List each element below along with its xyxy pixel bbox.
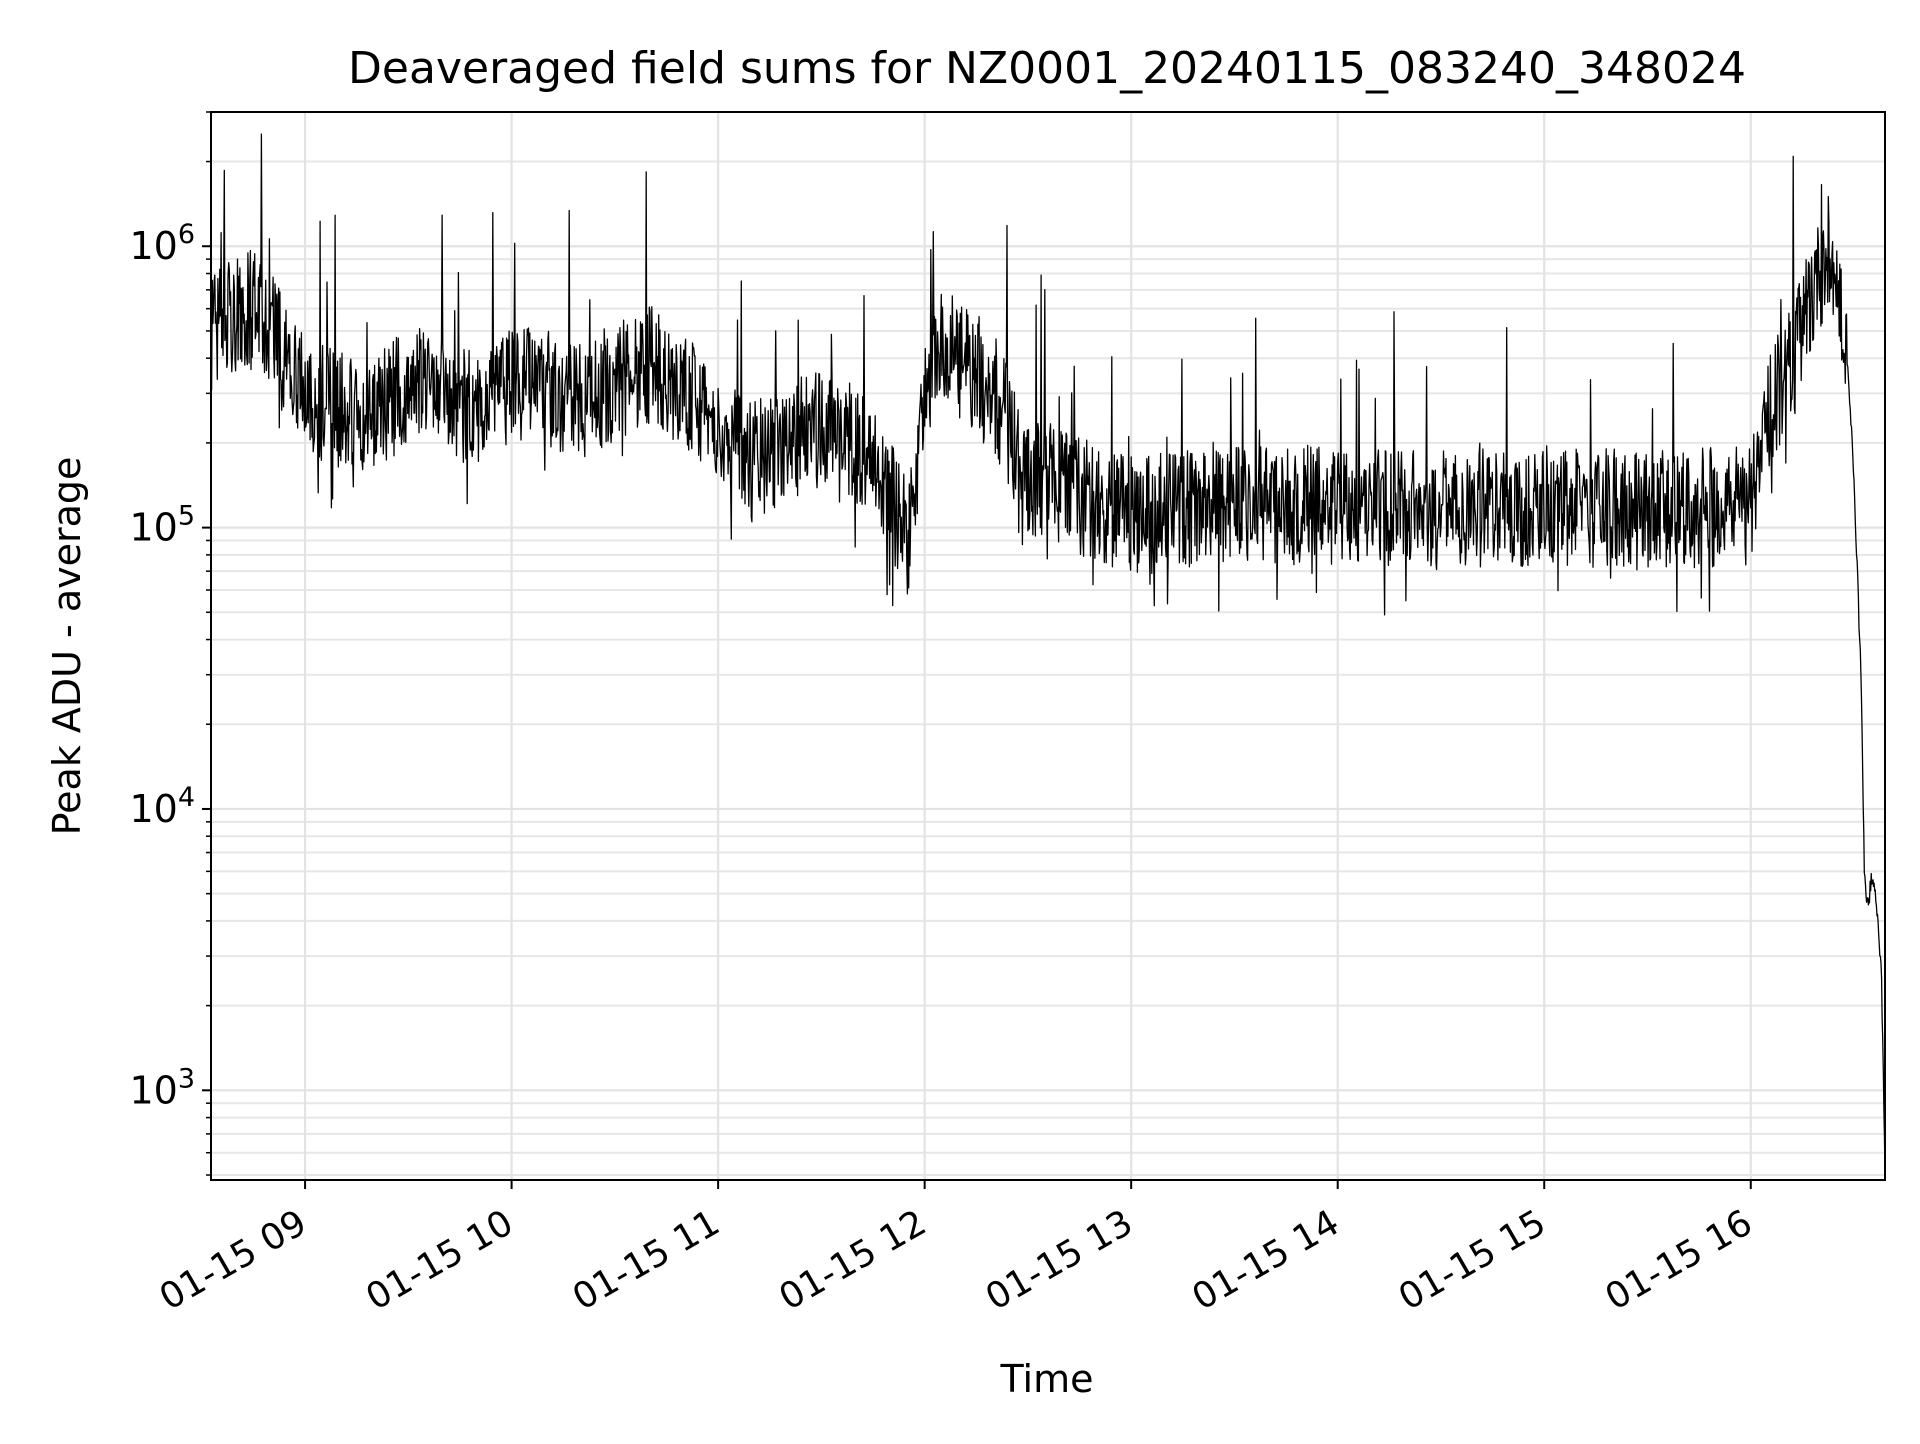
y-tick-label: 106 <box>129 219 195 268</box>
plot-frame <box>210 111 1886 1181</box>
y-axis-label: Peak ADU - average <box>45 457 89 836</box>
series-layer <box>210 133 1886 1176</box>
chart-title: Deaveraged field sums for NZ0001_2024011… <box>348 43 1746 94</box>
y-axis: 103 104 105 106 <box>129 111 211 1176</box>
series-line <box>210 133 1886 1176</box>
y-tick-label: 104 <box>129 782 195 831</box>
y-tick-label: 103 <box>129 1063 195 1112</box>
y-tick-label: 105 <box>129 501 195 550</box>
x-axis-label: Time <box>1000 1357 1094 1401</box>
grid <box>211 111 1885 1180</box>
